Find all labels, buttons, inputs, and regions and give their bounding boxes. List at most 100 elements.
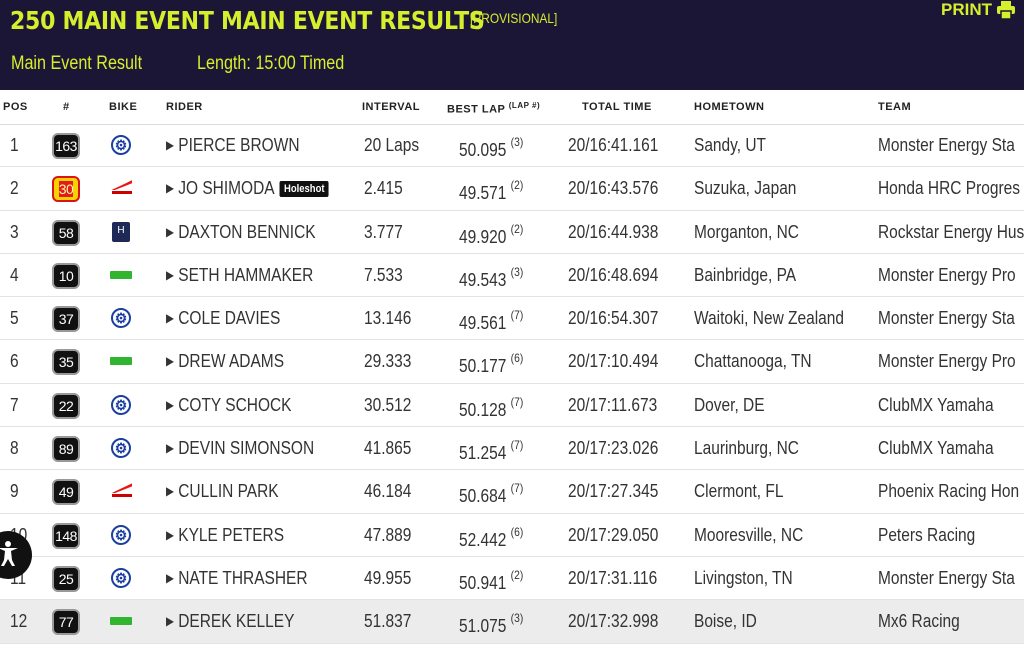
best-lap-time: 50.684	[459, 486, 507, 507]
yamaha-logo-icon: ⚙	[110, 437, 132, 459]
hometown: Chattanooga, TN	[694, 351, 812, 372]
number-plate: 10	[52, 262, 80, 289]
best-lap-time: 49.543	[459, 269, 507, 290]
team: Monster Energy Pro	[878, 351, 1016, 372]
best-lap: 49.920 (2)	[459, 211, 523, 253]
team: ClubMX Yamaha	[878, 438, 994, 459]
team: Peters Racing	[878, 524, 976, 545]
interval: 41.865	[364, 438, 412, 459]
interval: 7.533	[364, 264, 403, 285]
expand-arrow-icon: ▶	[166, 484, 174, 499]
rider-link[interactable]: ▶ PIERCE BROWN	[166, 124, 300, 166]
team: Honda HRC Progres	[878, 178, 1020, 199]
table-row: 11 25 ⚙ ▶ NATE THRASHER 49.955 50.941 (2) 20/17…	[0, 557, 1024, 601]
rider-link[interactable]: ▶ DEVIN SIMONSON	[166, 427, 314, 469]
position: 9	[10, 481, 19, 502]
interval: 51.837	[364, 611, 412, 632]
yamaha-logo-icon: ⚙	[110, 524, 132, 546]
best-lap-number: (7)	[510, 438, 524, 453]
kawasaki-logo-icon	[110, 350, 132, 372]
hometown: Clermont, FL	[694, 481, 784, 502]
hometown: Waitoki, New Zealand	[694, 308, 844, 329]
rider-name: DEVIN SIMONSON	[178, 438, 315, 459]
rider-link[interactable]: ▶ DEREK KELLEY	[166, 600, 294, 642]
kawasaki-logo-icon	[110, 264, 132, 286]
interval: 46.184	[364, 481, 412, 502]
number-plate: 58	[52, 219, 80, 246]
best-lap: 50.128 (7)	[459, 384, 523, 426]
position: 3	[10, 221, 19, 242]
best-lap: 50.684 (7)	[459, 470, 523, 512]
best-lap-time: 51.075	[459, 616, 507, 637]
rider-number: 25	[58, 570, 74, 587]
col-bike: BIKE	[109, 101, 138, 113]
yamaha-logo-icon: ⚙	[110, 394, 132, 416]
honda-logo-icon	[110, 480, 132, 502]
rider-link[interactable]: ▶ KYLE PETERS	[166, 514, 284, 556]
hometown: Dover, DE	[694, 394, 765, 415]
total-time: 20/17:31.116	[568, 567, 658, 588]
number-plate: 163	[52, 133, 80, 159]
yamaha-logo-icon: ⚙	[110, 134, 132, 156]
expand-arrow-icon: ▶	[166, 224, 174, 239]
total-time: 20/17:29.050	[568, 524, 659, 545]
rider-link[interactable]: ▶ NATE THRASHER	[166, 557, 308, 599]
rider-link[interactable]: ▶ COTY SCHOCK	[166, 384, 291, 426]
best-lap-number: (7)	[510, 308, 524, 323]
interval: 47.889	[364, 524, 412, 545]
table-row: 3 58 H ▶ DAXTON BENNICK 3.777 49.920 (2) 20/16:…	[0, 211, 1024, 254]
team: Monster Energy Sta	[878, 567, 1015, 588]
best-lap-number: (3)	[510, 264, 524, 279]
rider-link[interactable]: ▶ JO SHIMODA Holeshot	[166, 167, 329, 209]
rider-link[interactable]: ▶ SETH HAMMAKER	[166, 254, 313, 296]
total-time: 20/17:11.673	[568, 394, 658, 415]
event-type-label: Main Event Result	[11, 53, 143, 74]
best-lap-number: (6)	[510, 351, 524, 366]
number-plate: 30	[52, 176, 80, 203]
hometown: Suzuka, Japan	[694, 178, 797, 199]
rider-link[interactable]: ▶ DREW ADAMS	[166, 340, 284, 382]
rider-number: 163	[55, 138, 77, 154]
best-lap-time: 50.941	[459, 572, 507, 593]
rider-number: 58	[58, 224, 74, 241]
hometown: Sandy, UT	[694, 135, 766, 155]
rider-link[interactable]: ▶ DAXTON BENNICK	[166, 211, 316, 253]
col-rider: RIDER	[166, 101, 203, 113]
best-lap: 50.941 (2)	[459, 557, 523, 599]
printer-icon	[996, 1, 1016, 19]
yamaha-logo-icon: ⚙	[110, 307, 132, 329]
position: 4	[10, 264, 19, 285]
print-button[interactable]: PRINT	[941, 0, 1016, 20]
expand-arrow-icon: ▶	[166, 267, 174, 282]
best-lap: 50.095 (3)	[459, 124, 523, 166]
rider-number: 10	[58, 267, 74, 284]
interval: 29.333	[364, 351, 412, 372]
rider-link[interactable]: ▶ COLE DAVIES	[166, 297, 280, 339]
best-lap: 49.561 (7)	[459, 297, 523, 339]
col-interval: INTERVAL	[362, 101, 420, 113]
rider-link[interactable]: ▶ CULLIN PARK	[166, 470, 279, 512]
team: ClubMX Yamaha	[878, 394, 994, 415]
rider-number: 77	[58, 614, 74, 631]
accessibility-icon	[0, 538, 23, 573]
interval: 30.512	[364, 394, 412, 415]
rider-name: DAXTON BENNICK	[178, 221, 316, 242]
rider-number: 35	[58, 354, 74, 371]
best-lap: 52.442 (6)	[459, 514, 523, 556]
best-lap-time: 49.561	[459, 313, 507, 334]
col-best-lap-sup: (LAP #)	[508, 101, 541, 110]
best-lap-number: (2)	[510, 567, 524, 582]
interval: 49.955	[364, 567, 412, 588]
kawasaki-logo-icon	[110, 610, 132, 632]
rider-name: DEREK KELLEY	[178, 611, 295, 632]
best-lap-time: 49.571	[459, 183, 507, 204]
table-header: POS # BIKE RIDER INTERVAL BEST LAP (LAP …	[0, 92, 1024, 125]
yamaha-logo-icon: ⚙	[110, 567, 132, 589]
results-table: 1 163 ⚙ ▶ PIERCE BROWN 20 Laps 50.095 (3) 20/16…	[0, 124, 1024, 644]
rider-name: COLE DAVIES	[178, 308, 281, 329]
total-time: 20/16:44.938	[568, 221, 659, 242]
interval: 13.146	[364, 308, 412, 329]
best-lap: 51.075 (3)	[459, 600, 523, 642]
position: 1	[10, 135, 19, 155]
hometown: Morganton, NC	[694, 221, 799, 242]
